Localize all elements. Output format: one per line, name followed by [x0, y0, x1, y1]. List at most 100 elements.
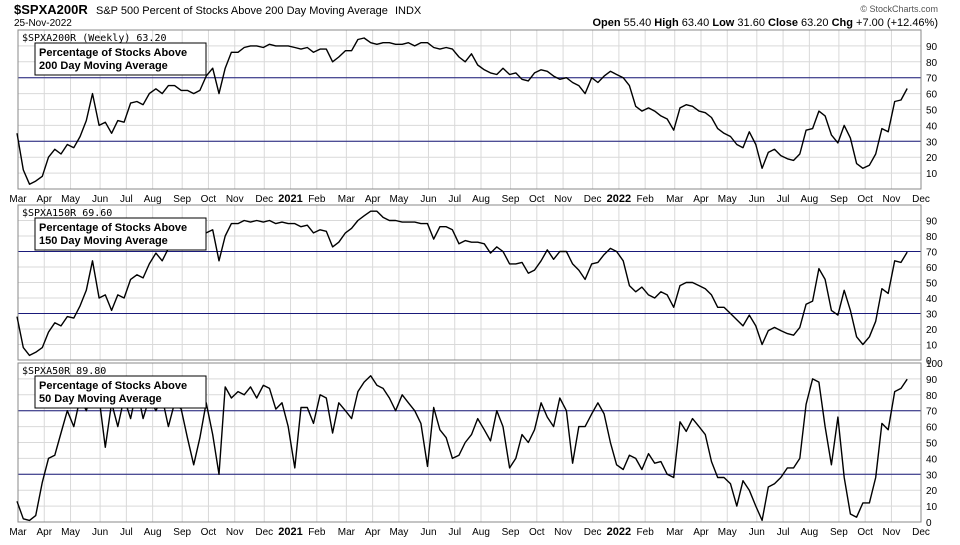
panel-label: $SPXA150R 69.60: [22, 208, 112, 219]
chart-panel-1: 10 20 30 40 50 60 70 80 90 $SPXA200R (Weekly) 63.…: [9, 29, 938, 205]
x-tick-label: Apr: [693, 194, 709, 205]
x-tick-label: Dec: [255, 527, 273, 538]
x-tick-label: Mar: [338, 527, 356, 538]
ohlc-value: 63.40: [682, 17, 710, 29]
y-tick-label: 60: [926, 263, 938, 274]
x-tick-label: Aug: [472, 527, 490, 538]
x-tick-label: Apr: [365, 194, 381, 205]
annotation-box: [34, 217, 207, 251]
x-tick-label: Sep: [830, 527, 848, 538]
x-tick-label: Oct: [201, 527, 217, 538]
annotation-box: [34, 42, 207, 76]
x-tick-label: Jun: [749, 194, 765, 205]
x-tick-label: May: [718, 194, 737, 205]
x-tick-label: Jul: [777, 194, 790, 205]
y-tick-label: 20: [926, 153, 938, 164]
x-tick-label: Jul: [448, 194, 461, 205]
x-tick-label: May: [61, 194, 80, 205]
plot-frame: [17, 362, 922, 523]
x-tick-label: Jun: [749, 527, 765, 538]
x-tick-label: Sep: [502, 194, 520, 205]
x-tick-label: May: [389, 527, 408, 538]
y-tick-label: 60: [926, 90, 938, 101]
ohlc-label: Open: [593, 17, 624, 29]
exchange-text: INDX: [395, 5, 422, 17]
x-tick-label: Dec: [584, 194, 602, 205]
panel-label: $SPXA200R (Weekly) 63.20: [22, 33, 167, 44]
y-tick-label: 10: [926, 169, 938, 180]
chart-panels: 10 20 30 40 50 60 70 80 90 $SPXA200R (Weekly) 63.…: [9, 29, 943, 538]
y-tick-label: 80: [926, 391, 938, 402]
x-tick-label: Jun: [420, 527, 436, 538]
x-tick-label: Oct: [201, 194, 217, 205]
plot-frame: [17, 204, 922, 361]
y-tick-label: 90: [926, 42, 938, 53]
x-tick-label: Nov: [554, 194, 572, 205]
y-tick-label: 70: [926, 407, 938, 418]
x-tick-label: Jun: [92, 527, 108, 538]
x-tick-label: Oct: [529, 194, 545, 205]
y-tick-label: 70: [926, 248, 938, 259]
y-tick-label: 10: [926, 341, 938, 352]
x-tick-label: Dec: [912, 194, 930, 205]
y-tick-label: 20: [926, 325, 938, 336]
y-tick-label: 50: [926, 279, 938, 290]
x-tick-label: Mar: [9, 194, 27, 205]
x-tick-label: Oct: [529, 527, 545, 538]
x-tick-label: 2021: [278, 526, 302, 538]
ohlc-value: 55.40: [624, 17, 652, 29]
y-tick-label: 70: [926, 74, 938, 85]
x-tick-label: Oct: [857, 527, 873, 538]
annotation-text: Percentage of Stocks Above: [39, 222, 187, 234]
x-tick-label: Jun: [92, 194, 108, 205]
chart-panel-2: 0 10 20 30 40 50 60 70 80 90 $SPXA150R 69.60 Percen…: [16, 204, 938, 367]
x-tick-label: Oct: [857, 194, 873, 205]
y-tick-label: 90: [926, 375, 938, 386]
x-tick-label: Nov: [226, 194, 244, 205]
x-tick-label: Sep: [173, 527, 191, 538]
y-tick-label: 0: [926, 518, 932, 529]
series-line: [16, 375, 908, 522]
x-tick-label: May: [718, 527, 737, 538]
x-tick-label: Apr: [365, 527, 381, 538]
y-tick-label: 90: [926, 217, 938, 228]
y-tick-label: 50: [926, 439, 938, 450]
y-tick-label: 80: [926, 232, 938, 243]
symbol-description: S&P 500 Percent of Stocks Above 200 Day …: [96, 5, 422, 17]
ohlc-value: +7.00 (+12.46%): [856, 17, 938, 29]
x-tick-label: Nov: [226, 527, 244, 538]
symbol-title: $SPXA200R: [14, 2, 88, 17]
ohlc-value: 63.20: [801, 17, 829, 29]
x-tick-label: May: [389, 194, 408, 205]
ohlc-label: High: [651, 17, 682, 29]
series-line: [16, 37, 908, 185]
x-tick-label: Nov: [883, 194, 901, 205]
x-tick-label: Jul: [120, 194, 133, 205]
x-tick-label: Aug: [800, 527, 818, 538]
ohlc-label: Chg: [829, 17, 857, 29]
x-tick-label: Dec: [584, 527, 602, 538]
x-tick-label: Feb: [637, 527, 655, 538]
series-line: [16, 210, 908, 357]
chart-date: 25-Nov-2022: [14, 18, 72, 29]
plot-frame: [17, 29, 922, 190]
ohlc-label: Low: [709, 17, 737, 29]
x-tick-label: Aug: [144, 194, 162, 205]
x-tick-label: Nov: [554, 527, 572, 538]
y-tick-label: 40: [926, 454, 938, 465]
annotation-text: Percentage of Stocks Above: [39, 380, 187, 392]
annotation-text: 200 Day Moving Average: [39, 60, 168, 72]
chart-panel-3: 0 10 20 30 40 50 60 70 80 90 100 $SPXA50R 89.80 Perc…: [9, 359, 943, 538]
x-tick-label: Mar: [666, 527, 684, 538]
x-tick-label: Feb: [308, 194, 326, 205]
x-tick-label: Mar: [666, 194, 684, 205]
y-tick-label: 40: [926, 294, 938, 305]
y-tick-label: 50: [926, 106, 938, 117]
x-tick-label: Mar: [338, 194, 356, 205]
x-tick-label: Sep: [173, 194, 191, 205]
x-tick-label: Apr: [693, 527, 709, 538]
x-tick-label: Feb: [637, 194, 655, 205]
x-tick-label: Jul: [448, 527, 461, 538]
x-tick-label: Apr: [36, 194, 52, 205]
